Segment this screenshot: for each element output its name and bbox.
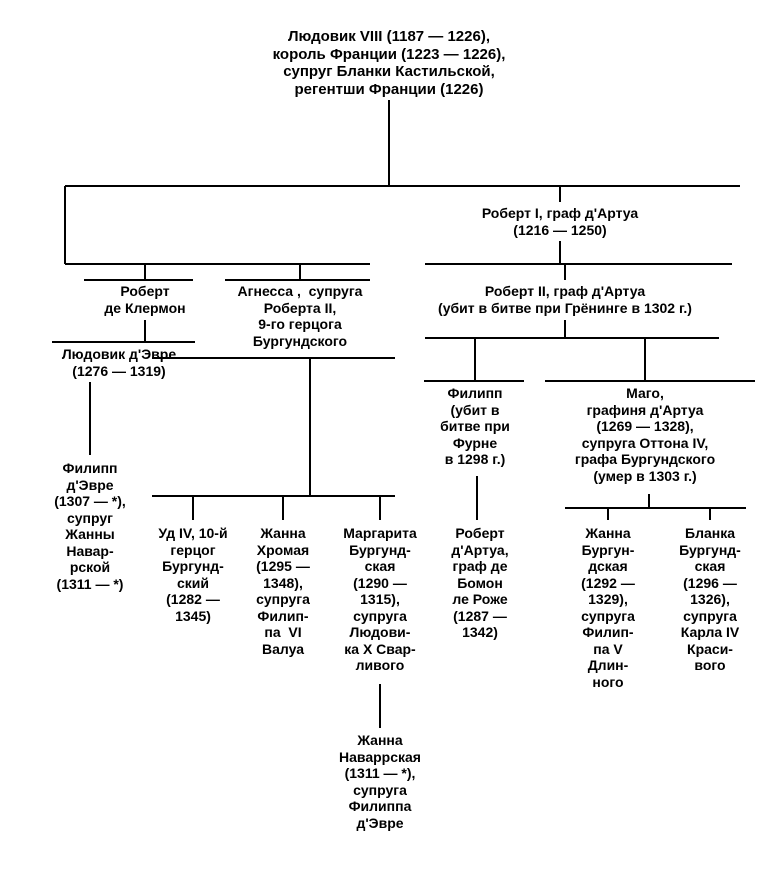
tree-node-agnes: Агнесса , супруга Роберта II, 9-го герцо… (210, 283, 390, 349)
tree-node-robert2: Роберт II, граф д'Артуа (убит в битве пр… (400, 283, 730, 316)
tree-node-phil_evr: Филипп д'Эвре (1307 — *), супруг Жанны Н… (30, 460, 150, 592)
tree-node-rob_art: Роберт д'Артуа, граф де Бомон ле Роже (1… (425, 525, 535, 641)
tree-node-louis_evr: Людовик д'Эвре (1276 — 1319) (34, 346, 204, 379)
tree-node-jeanne_n: Жанна Наваррская (1311 — *), супруга Фил… (315, 732, 445, 831)
tree-node-mago: Маго, графиня д'Артуа (1269 — 1328), суп… (530, 385, 760, 484)
genealogy-tree: Людовик VIII (1187 — 1226), король Франц… (0, 0, 778, 872)
tree-node-robert_cl: Роберт де Клермон (75, 283, 215, 316)
tree-node-margaret: Маргарита Бургунд- ская (1290 — 1315), с… (320, 525, 440, 674)
tree-node-philip_k: Филипп (убит в битве при Фурне в 1298 г.… (410, 385, 540, 468)
tree-node-jeanne_b: Жанна Бургун- дская (1292 — 1329), супру… (553, 525, 663, 690)
tree-node-blanche: Бланка Бургунд- ская (1296 — 1326), супр… (650, 525, 770, 674)
tree-node-louis8: Людовик VIII (1187 — 1226), король Франц… (229, 28, 549, 99)
tree-node-robert1: Роберт I, граф д'Артуа (1216 — 1250) (430, 205, 690, 238)
